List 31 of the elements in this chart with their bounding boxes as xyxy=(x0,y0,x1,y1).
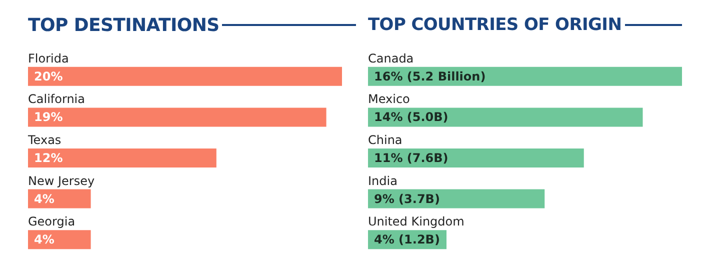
y-tick-label: New Jersey xyxy=(28,174,95,188)
data-label: 16% (5.2 Billion) xyxy=(374,69,486,84)
data-label: 12% xyxy=(34,151,63,165)
bar xyxy=(28,148,216,168)
data-label: 14% (5.0B) xyxy=(374,110,448,124)
y-tick-label: China xyxy=(368,133,402,147)
y-tick-label: California xyxy=(28,92,85,106)
y-tick-label: Georgia xyxy=(28,214,76,229)
y-tick-label: Florida xyxy=(28,51,69,66)
y-tick-label: Canada xyxy=(368,51,414,66)
y-tick-label: Mexico xyxy=(368,92,410,106)
chart-title: TOP COUNTRIES OF ORIGIN xyxy=(368,15,622,35)
data-label: 11% (7.6B) xyxy=(374,151,448,165)
bar xyxy=(368,189,545,208)
bar xyxy=(368,148,584,168)
bar xyxy=(28,66,342,86)
data-label: 4% (1.2B) xyxy=(374,232,440,247)
data-label: 19% xyxy=(34,110,63,124)
y-tick-label: United Kingdom xyxy=(368,214,464,229)
bar xyxy=(28,189,91,208)
bar xyxy=(28,230,91,250)
data-label: 4% xyxy=(34,192,54,206)
bar xyxy=(28,108,326,127)
data-label: 9% (3.7B) xyxy=(374,192,440,206)
bar xyxy=(368,108,643,127)
y-tick-label: India xyxy=(368,174,398,188)
chart-title: TOP DESTINATIONS xyxy=(28,14,220,36)
data-label: 4% xyxy=(34,232,54,247)
y-tick-label: Texas xyxy=(27,133,62,147)
data-label: 20% xyxy=(34,69,63,84)
bar xyxy=(368,66,682,86)
